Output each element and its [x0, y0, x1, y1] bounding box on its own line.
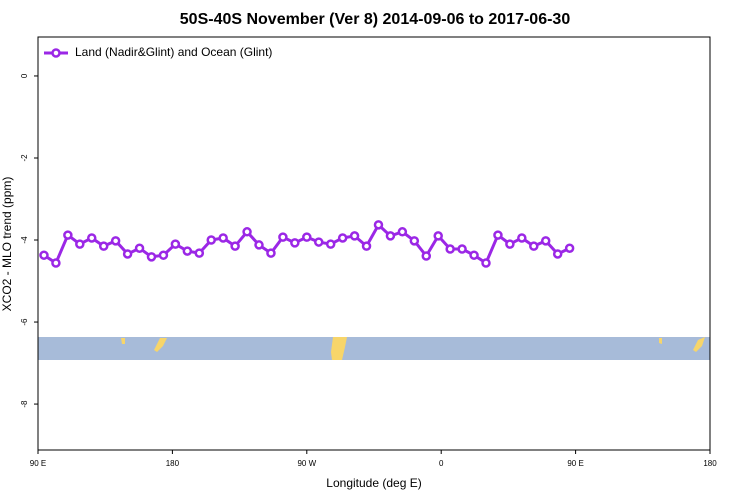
point	[266, 248, 276, 258]
point	[110, 236, 121, 246]
point	[218, 233, 228, 243]
point	[517, 233, 527, 243]
point	[51, 258, 61, 268]
y-axis-label: XCO2 - MLO trend (ppm)	[0, 177, 14, 312]
point	[122, 249, 133, 259]
plot-frame	[37, 36, 711, 451]
point	[290, 238, 300, 248]
point	[39, 250, 49, 260]
y-tick-label: -2	[20, 154, 29, 162]
point	[397, 227, 408, 237]
point	[564, 243, 575, 253]
point	[242, 227, 252, 237]
point	[278, 232, 288, 242]
point	[302, 232, 312, 242]
x-tick-label: 90 E	[567, 459, 583, 468]
point	[230, 241, 240, 251]
point	[254, 240, 264, 250]
point	[146, 252, 157, 262]
point	[87, 233, 97, 243]
point	[75, 239, 85, 249]
y-tick-label: -8	[20, 400, 29, 408]
legend-label: Land (Nadir&Glint) and Ocean (Glint)	[75, 45, 272, 59]
point	[313, 237, 324, 247]
point	[325, 239, 336, 249]
point	[552, 249, 563, 259]
legend-marker	[51, 48, 61, 58]
x-tick-label: 0	[439, 459, 444, 468]
y-tick-label: -6	[20, 318, 29, 326]
series-line	[43, 222, 571, 266]
x-tick-label: 90 W	[297, 459, 316, 468]
point	[349, 231, 360, 241]
point	[505, 239, 515, 249]
land	[659, 338, 662, 344]
x-tick-label: 180	[166, 459, 180, 468]
point	[469, 250, 479, 260]
point	[409, 236, 420, 246]
point	[182, 246, 193, 256]
point	[158, 250, 169, 260]
point	[206, 235, 216, 245]
land	[331, 337, 347, 360]
chart-title: 50S-40S November (Ver 8) 2014-09-06 to 2…	[180, 11, 571, 28]
point	[457, 244, 467, 254]
point	[385, 231, 396, 241]
point	[194, 248, 205, 258]
land	[121, 338, 125, 344]
x-tick-label: 90 E	[30, 459, 46, 468]
point	[373, 220, 384, 230]
point	[540, 236, 551, 246]
land	[693, 337, 705, 352]
x-tick-label: 180	[703, 459, 717, 468]
ocean-strip	[38, 337, 710, 360]
x-axis-label: Longitude (deg E)	[326, 476, 421, 490]
point	[337, 233, 348, 243]
y-tick-label: 0	[20, 73, 29, 78]
point	[529, 241, 539, 251]
point	[445, 244, 455, 254]
point	[170, 239, 181, 249]
point	[134, 243, 145, 253]
point	[63, 230, 73, 240]
point	[98, 241, 109, 251]
point	[361, 241, 372, 251]
point	[481, 258, 491, 268]
y-tick-label: -4	[20, 236, 29, 244]
land	[154, 338, 167, 352]
point	[421, 251, 432, 261]
map-strip	[38, 337, 710, 360]
point	[493, 230, 503, 240]
point	[433, 231, 443, 241]
